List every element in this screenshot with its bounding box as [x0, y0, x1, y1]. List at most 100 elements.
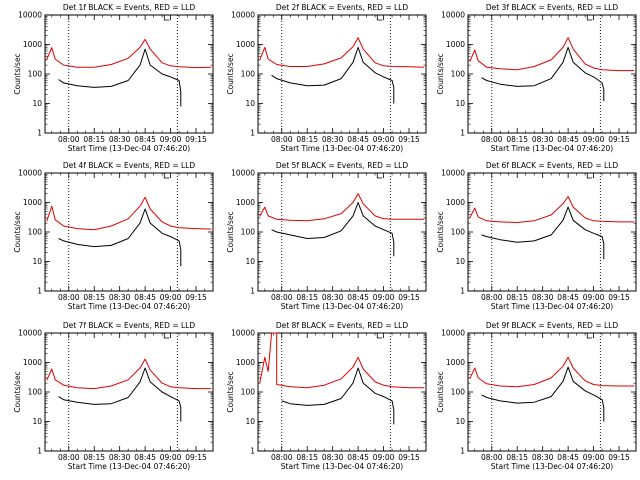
y-tick-label: 1	[250, 287, 255, 296]
x-axis-label: Start Time (13-Dec-04 07:46:20)	[491, 302, 613, 311]
x-tick-label: 08:15	[83, 135, 105, 144]
x-tick-label: 09:15	[398, 135, 420, 144]
lld-series-line	[46, 38, 212, 69]
y-tick-label: 10000	[231, 11, 255, 20]
corner-marker	[586, 333, 593, 339]
x-tick-label: 08:45	[134, 453, 156, 462]
events-series-line	[281, 367, 395, 425]
y-axis-label: Counts/sec	[226, 211, 235, 252]
plot-frame	[467, 332, 637, 452]
lld-series-line	[469, 356, 635, 388]
x-tick-label: 08:15	[296, 135, 318, 144]
x-tick-label: 08:30	[109, 293, 131, 302]
corner-marker	[586, 173, 593, 179]
events-series-line	[58, 208, 182, 267]
x-tick-label: 08:15	[296, 453, 318, 462]
events-series-line	[58, 48, 182, 107]
events-series-line	[271, 202, 395, 257]
plot-frame	[257, 172, 427, 292]
y-tick-label: 1000	[23, 198, 42, 207]
y-tick-label: 1000	[446, 358, 465, 367]
y-tick-label: 10	[455, 257, 465, 266]
x-tick-label: 08:00	[58, 453, 80, 462]
y-tick-label: 100	[28, 388, 43, 397]
x-tick-label: 09:15	[398, 453, 420, 462]
panel-title: Det 3f BLACK = Events, RED = LLD	[486, 3, 619, 12]
x-tick-label: 08:00	[271, 453, 293, 462]
panel-det-3: Det 3f BLACK = Events, RED = LLD 1 10 100 10…	[436, 3, 637, 153]
plot-frame	[257, 14, 427, 134]
y-tick-label: 10000	[441, 329, 465, 338]
y-tick-label: 1000	[446, 40, 465, 49]
y-tick-label: 100	[451, 228, 466, 237]
y-tick-label: 10	[245, 257, 255, 266]
x-tick-label: 08:15	[296, 293, 318, 302]
y-tick-label: 1000	[236, 40, 255, 49]
y-tick-label: 1000	[446, 198, 465, 207]
x-tick-label: 09:00	[373, 293, 395, 302]
x-tick-label: 08:00	[481, 453, 503, 462]
x-tick-label: 09:00	[160, 293, 182, 302]
x-tick-label: 08:45	[134, 293, 156, 302]
y-tick-label: 10000	[18, 169, 42, 178]
panel-det-8: Det 8f BLACK = Events, RED = LLD 1 10 100 10…	[226, 321, 427, 471]
x-axis-label: Start Time (13-Dec-04 07:46:20)	[68, 302, 190, 311]
x-axis-label: Start Time (13-Dec-04 07:46:20)	[491, 144, 613, 153]
x-tick-label: 09:00	[583, 293, 605, 302]
x-tick-label: 08:30	[322, 453, 344, 462]
x-tick-label: 08:00	[58, 135, 80, 144]
x-tick-label: 09:00	[373, 135, 395, 144]
y-tick-label: 10	[32, 99, 42, 108]
y-tick-label: 1	[37, 447, 42, 456]
x-tick-label: 09:15	[185, 453, 207, 462]
x-tick-label: 08:30	[532, 293, 554, 302]
x-axis-label: Start Time (13-Dec-04 07:46:20)	[68, 144, 190, 153]
x-tick-label: 08:00	[58, 293, 80, 302]
x-tick-label: 09:15	[185, 135, 207, 144]
plot-frame	[44, 14, 214, 134]
x-tick-label: 08:45	[134, 135, 156, 144]
x-axis-label: Start Time (13-Dec-04 07:46:20)	[68, 462, 190, 471]
x-axis-label: Start Time (13-Dec-04 07:46:20)	[281, 302, 403, 311]
panel-title: Det 2f BLACK = Events, RED = LLD	[276, 3, 409, 12]
x-tick-label: 08:45	[347, 293, 369, 302]
events-series-line	[271, 46, 395, 104]
x-tick-label: 08:00	[271, 293, 293, 302]
plot-frame	[44, 172, 214, 292]
y-axis-label: Counts/sec	[226, 371, 235, 412]
x-tick-label: 08:15	[83, 293, 105, 302]
events-series-line	[481, 366, 605, 422]
x-tick-label: 08:15	[83, 453, 105, 462]
events-series-line	[481, 46, 605, 102]
x-tick-label: 08:15	[506, 453, 528, 462]
x-tick-label: 08:00	[481, 135, 503, 144]
y-tick-label: 10	[32, 257, 42, 266]
y-tick-label: 1	[460, 447, 465, 456]
x-tick-label: 09:00	[373, 453, 395, 462]
panel-det-6: Det 6f BLACK = Events, RED = LLD 1 10 100 10…	[436, 161, 637, 311]
events-series-line	[58, 367, 182, 422]
x-tick-label: 08:00	[481, 293, 503, 302]
y-tick-label: 100	[451, 70, 466, 79]
plot-frame	[257, 332, 427, 452]
y-tick-label: 10000	[441, 169, 465, 178]
lld-series-line	[469, 37, 635, 72]
y-axis-label: Counts/sec	[13, 211, 22, 252]
y-tick-label: 100	[28, 70, 43, 79]
x-tick-label: 08:45	[347, 135, 369, 144]
y-tick-label: 100	[28, 228, 43, 237]
y-axis-label: Counts/sec	[13, 371, 22, 412]
lld-series-line	[46, 196, 212, 231]
y-tick-label: 10000	[231, 169, 255, 178]
y-tick-label: 1	[460, 287, 465, 296]
y-tick-label: 1	[250, 447, 255, 456]
plot-frame	[467, 172, 637, 292]
panel-title: Det 7f BLACK = Events, RED = LLD	[63, 321, 196, 330]
corner-marker	[163, 333, 170, 339]
x-tick-label: 08:30	[532, 135, 554, 144]
y-axis-label: Counts/sec	[436, 53, 445, 94]
y-axis-label: Counts/sec	[13, 53, 22, 94]
corner-marker	[376, 173, 383, 179]
x-tick-label: 08:45	[557, 453, 579, 462]
